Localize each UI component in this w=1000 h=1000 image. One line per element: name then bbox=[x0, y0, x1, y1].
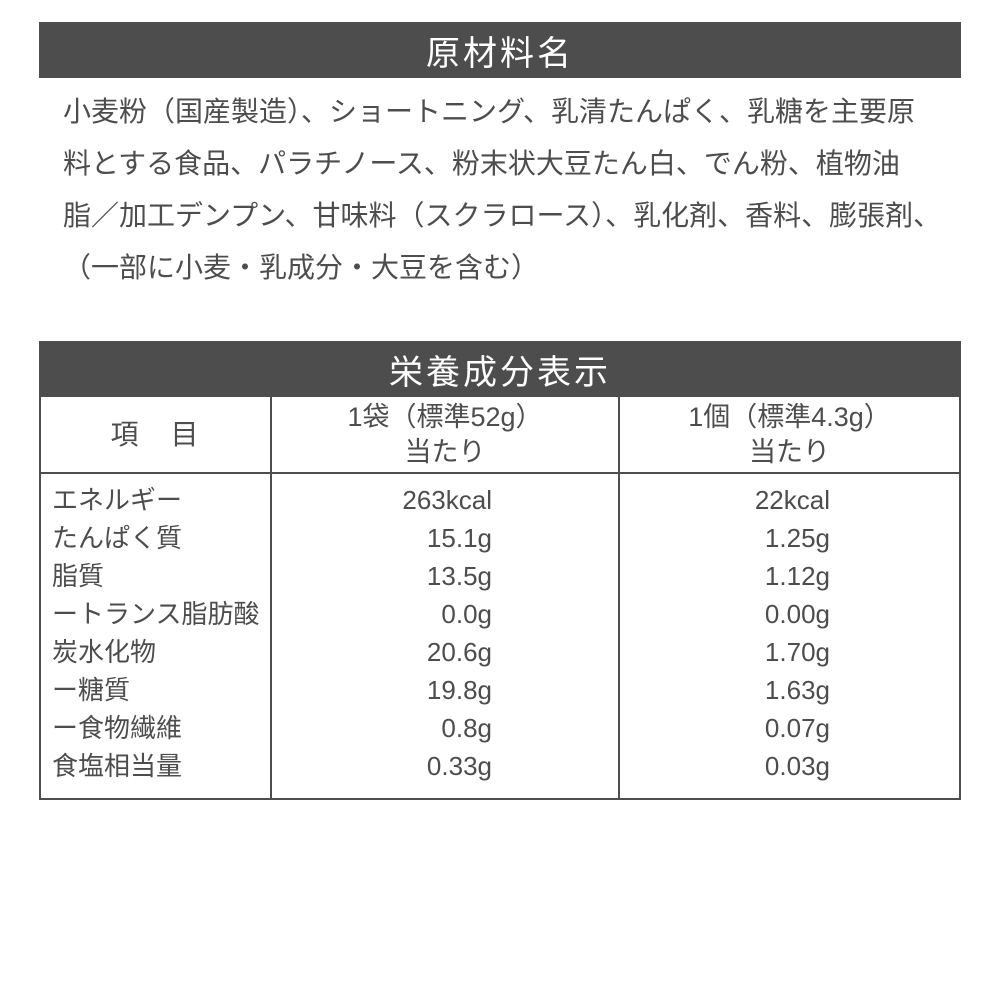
nutrition-value-per-bag: 15.1g bbox=[426, 523, 492, 553]
nutrition-value-per-piece: 22kcal bbox=[754, 485, 830, 515]
nutrition-value-per-piece: 0.00g bbox=[764, 599, 830, 629]
column-header-per-piece-line1: 1個（標準4.3g） bbox=[688, 401, 891, 432]
nutrition-section: 栄養成分表示 項 目 1袋（標準52g） 当たり 1個（標準4.3g） 当たり … bbox=[39, 341, 961, 800]
nutrition-value-per-piece: 1.12g bbox=[764, 561, 830, 591]
nutrition-value-per-bag: 0.0g bbox=[441, 599, 492, 629]
nutrition-value-per-bag: 20.6g bbox=[426, 637, 492, 667]
nutrition-table: 項 目 1袋（標準52g） 当たり 1個（標準4.3g） 当たり エネルギー た… bbox=[39, 397, 961, 800]
nutrition-value-per-piece: 0.07g bbox=[764, 713, 830, 743]
nutrition-value-per-bag: 19.8g bbox=[426, 675, 492, 705]
nutrition-value-per-bag: 263kcal bbox=[402, 485, 492, 515]
nutrition-row-label: ー食物繊維 bbox=[52, 713, 183, 743]
nutrition-per-piece-column: 22kcal 1.25g 1.12g 0.00g 1.70g 1.63g 0.0… bbox=[618, 474, 959, 798]
column-header-per-bag-line1: 1袋（標準52g） bbox=[347, 401, 543, 432]
ingredient-line: （一部に小麦・乳成分・大豆を含む） bbox=[63, 252, 540, 283]
nutrition-per-bag-column: 263kcal 15.1g 13.5g 0.0g 20.6g 19.8g 0.8… bbox=[270, 474, 618, 798]
nutrition-row-label: 炭水化物 bbox=[52, 637, 157, 667]
nutrition-row-label: エネルギー bbox=[52, 485, 183, 515]
nutrition-value-per-bag: 0.8g bbox=[441, 713, 492, 743]
column-header-item: 項 目 bbox=[41, 397, 270, 474]
column-header-per-bag-line2: 当たり bbox=[404, 436, 486, 467]
ingredient-line: 小麦粉（国産製造）、ショートニング、乳清たんぱく、乳糖を主要原 bbox=[63, 96, 916, 127]
nutrition-row-label: たんぱく質 bbox=[52, 523, 183, 553]
nutrition-value-per-bag: 0.33g bbox=[426, 751, 492, 781]
ingredient-line: 料とする食品、パラチノース、粉末状大豆たん白、でん粉、植物油 bbox=[63, 148, 900, 179]
nutrition-row-label: 食塩相当量 bbox=[52, 751, 183, 781]
nutrition-value-per-piece: 1.25g bbox=[764, 523, 830, 553]
nutrition-row-label: ー糖質 bbox=[52, 675, 131, 705]
nutrition-row-label: 脂質 bbox=[52, 561, 105, 591]
ingredients-title-band: 原材料名 bbox=[39, 22, 961, 78]
ingredients-title: 原材料名 bbox=[426, 34, 574, 73]
nutrition-labels-column: エネルギー たんぱく質 脂質 ートランス脂肪酸 炭水化物 ー糖質 ー食物繊維 食… bbox=[41, 474, 270, 798]
column-header-per-bag: 1袋（標準52g） 当たり bbox=[270, 397, 618, 474]
nutrition-value-per-piece: 1.63g bbox=[764, 675, 830, 705]
ingredients-text: 小麦粉（国産製造）、ショートニング、乳清たんぱく、乳糖を主要原 料とする食品、パ… bbox=[39, 86, 961, 294]
nutrition-value-per-piece: 1.70g bbox=[764, 637, 830, 667]
nutrition-title: 栄養成分表示 bbox=[389, 353, 611, 392]
column-header-per-piece: 1個（標準4.3g） 当たり bbox=[618, 397, 959, 474]
ingredient-line: 脂／加工デンプン、甘味料（スクラロース）、乳化剤、香料、膨張剤、 bbox=[63, 200, 942, 231]
nutrition-row-label: ートランス脂肪酸 bbox=[52, 599, 260, 629]
nutrition-value-per-bag: 13.5g bbox=[426, 561, 492, 591]
column-header-per-piece-line2: 当たり bbox=[749, 436, 830, 467]
nutrition-value-per-piece: 0.03g bbox=[764, 751, 830, 781]
nutrition-title-band: 栄養成分表示 bbox=[39, 341, 961, 397]
